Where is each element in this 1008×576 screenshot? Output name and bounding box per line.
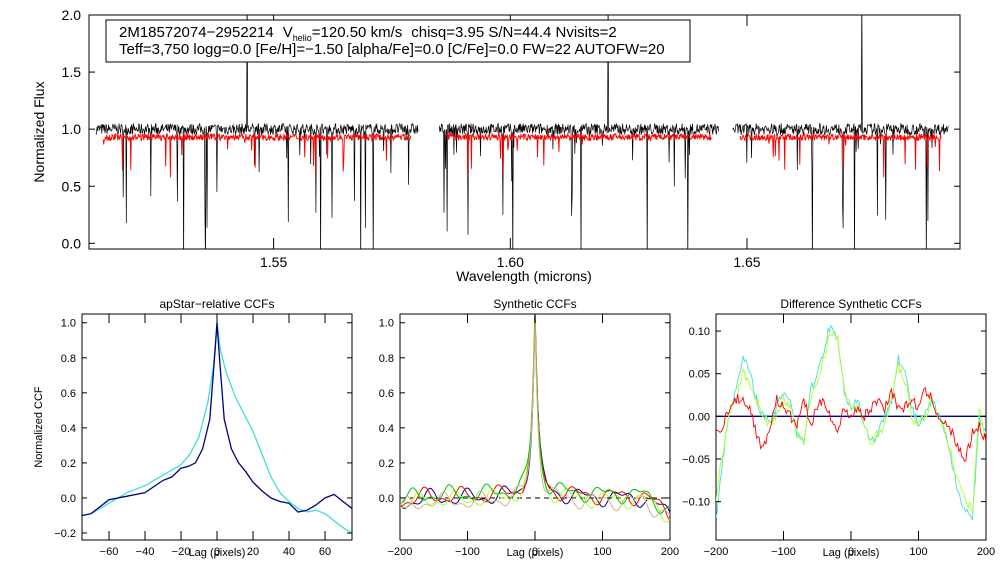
difference-ccf-series-group — [716, 324, 986, 520]
spectrum-annotation: 2M18572074−2952214 Vhelio=120.50 km/s chis… — [105, 19, 691, 63]
x-tick-label: 200 — [661, 546, 679, 558]
apstar-ccf-y-axis-label: Normalized CCF — [33, 386, 45, 468]
x-tick-label: 1.55 — [260, 254, 287, 270]
synthetic-ccf-line — [400, 316, 670, 523]
synthetic-ccf-line — [400, 317, 670, 513]
y-tick-label: −0.05 — [682, 454, 710, 466]
y-tick-label: 0.5 — [62, 178, 82, 194]
y-tick-label: 0.10 — [689, 326, 710, 338]
synthetic-ccf-x-axis-label: Lag (pixels) — [507, 547, 564, 559]
synthetic-ccf-panel: −200 −100 0 100 200 0.0 0.2 0.4 0.6 0.8 1.0 Synthe… — [379, 297, 679, 559]
x-tick-label: 60 — [319, 546, 331, 558]
x-tick-label: −40 — [136, 546, 155, 558]
annotation-v-value: =120.50 km/s — [312, 24, 402, 41]
spectrum-line-segment — [445, 132, 712, 177]
synthetic-ccf-line — [400, 314, 670, 515]
annotation-line-1: 2M18572074−2952214 Vhelio=120.50 km/s chis… — [119, 24, 617, 43]
annotation-line-2: Teff=3,750 logg=0.0 [Fe/H]=−1.50 [alpha/… — [119, 41, 665, 58]
synthetic-ccf-series-group — [400, 314, 670, 523]
apstar-ccf-title: apStar−relative CCFs — [159, 297, 274, 311]
annotation-v-subscript: helio — [293, 33, 312, 43]
spectrum-line-segment — [732, 15, 949, 249]
difference-ccf-x-axis-label: Lag (pixels) — [823, 547, 880, 559]
x-tick-label: −200 — [388, 546, 413, 558]
x-tick-label: 100 — [593, 546, 611, 558]
spectrum-plot-frame — [88, 14, 961, 250]
spectrum-line-segment — [739, 132, 942, 178]
y-tick-label: 0.05 — [689, 369, 710, 381]
spectrum-series — [102, 132, 942, 178]
difference-ccf-panel: −200 −100 0 100 200 −0.10 −0.05 0.00 0.05 0.10 Di… — [682, 297, 995, 559]
annotation-box — [105, 19, 691, 63]
x-tick-label: −100 — [455, 546, 480, 558]
y-tick-label: 2.0 — [62, 7, 82, 23]
synthetic-ccf-line — [400, 322, 670, 518]
x-tick-label: 0 — [214, 546, 220, 558]
difference-ccf-line — [716, 330, 986, 515]
x-tick-label: 1.60 — [497, 254, 524, 270]
apstar-ccf-panel: −60 −40 −20 0 20 40 60 −0.2 0.0 0.2 0.4 0.6 0.8 1.0 a… — [33, 297, 353, 559]
x-tick-label: −200 — [704, 546, 729, 558]
y-tick-label: 0.2 — [379, 458, 394, 470]
x-tick-label: −20 — [172, 546, 191, 558]
spectrum-series-group — [95, 15, 949, 249]
y-tick-label: 1.0 — [379, 318, 394, 330]
y-tick-label: 0.8 — [379, 353, 394, 365]
spectrum-y-axis-label: Normalized Flux — [31, 81, 47, 182]
spectrum-line-segment — [102, 132, 412, 178]
y-tick-label: 0.6 — [379, 388, 394, 400]
x-tick-label: −60 — [100, 546, 119, 558]
spectrum-line-segment — [438, 15, 719, 249]
spectrum-x-axis-label: Wavelength (microns) — [456, 268, 592, 284]
x-tick-label: 20 — [247, 546, 259, 558]
y-tick-label: 0.8 — [61, 353, 76, 365]
apstar-ccf-series-group — [82, 322, 352, 534]
synthetic-ccf-ticks: −200 −100 0 100 200 0.0 0.2 0.4 0.6 0.8 1.0 — [379, 314, 679, 558]
x-tick-label: 0 — [532, 546, 538, 558]
apstar-ccf-x-axis-label: Lag (pixels) — [189, 547, 246, 559]
x-tick-label: 1.65 — [733, 254, 760, 270]
y-tick-label: 0.2 — [61, 458, 76, 470]
difference-ccf-line — [716, 386, 986, 462]
difference-ccf-frame — [715, 313, 987, 541]
ccf-line — [82, 322, 352, 517]
y-tick-label: −0.2 — [54, 528, 76, 540]
x-tick-label: 100 — [909, 546, 927, 558]
spectrum-panel: 1.55 1.60 1.65 0.0 0.5 1.0 1.5 2.0 Wavelength (… — [31, 7, 961, 284]
y-tick-label: 0.0 — [379, 493, 394, 505]
spectrum-series — [95, 15, 949, 249]
x-tick-label: 0 — [848, 546, 854, 558]
y-tick-label: 0.0 — [62, 235, 82, 251]
y-tick-label: 0.4 — [379, 423, 394, 435]
difference-ccf-ticks: −200 −100 0 100 200 −0.10 −0.05 0.00 0.05 0.10 — [682, 314, 995, 558]
synthetic-ccf-title: Synthetic CCFs — [493, 297, 576, 311]
y-tick-label: 0.4 — [61, 423, 76, 435]
apstar-ccf-ticks: −60 −40 −20 0 20 40 60 −0.2 0.0 0.2 0.4 0.6 0.8 1.0 — [54, 314, 352, 558]
apstar-ccf-frame — [81, 313, 353, 541]
y-tick-label: 1.0 — [62, 121, 82, 137]
y-tick-label: 0.00 — [689, 411, 710, 423]
y-tick-label: 0.6 — [61, 388, 76, 400]
synthetic-ccf-line — [400, 314, 670, 522]
annotation-fit-stats: chisq=3.95 S/N=44.4 Nvisits=2 — [411, 24, 617, 41]
y-tick-label: 0.0 — [61, 493, 76, 505]
synthetic-ccf-frame — [399, 313, 671, 541]
y-tick-label: −0.10 — [682, 497, 710, 509]
spectrum-line-segment — [95, 15, 419, 249]
x-tick-label: −100 — [771, 546, 796, 558]
y-tick-label: 1.5 — [62, 64, 82, 80]
difference-ccf-title: Difference Synthetic CCFs — [780, 297, 921, 311]
y-tick-label: 1.0 — [61, 318, 76, 330]
annotation-v-prefix: V — [283, 24, 293, 41]
x-tick-label: 200 — [977, 546, 995, 558]
annotation-object: 2M18572074−2952214 — [119, 24, 274, 41]
ccf-line — [82, 322, 352, 534]
x-tick-label: 40 — [283, 546, 295, 558]
